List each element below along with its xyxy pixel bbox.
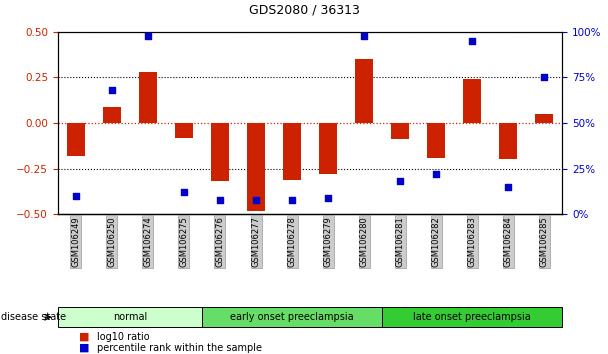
Point (71, 193, 81, 199)
Text: GSM106283: GSM106283 (468, 216, 477, 267)
Bar (103, 107, 121, 123)
Point (287, 197, 297, 202)
Bar (175, 123, 193, 138)
Text: GSM106278: GSM106278 (288, 216, 297, 267)
Point (431, 171, 441, 177)
Text: GSM106280: GSM106280 (360, 216, 368, 267)
Point (468, 38, 477, 44)
Point (251, 197, 261, 202)
Bar (67, 123, 85, 156)
Bar (499, 123, 517, 159)
Text: normal: normal (112, 312, 147, 322)
Bar (247, 123, 265, 211)
Point (179, 189, 188, 195)
Text: disease state: disease state (1, 312, 66, 322)
Text: log10 ratio: log10 ratio (97, 332, 150, 342)
Text: GSM106275: GSM106275 (179, 216, 188, 267)
Text: GSM106250: GSM106250 (108, 216, 116, 267)
Text: percentile rank within the sample: percentile rank within the sample (97, 343, 262, 353)
Point (143, 33, 153, 38)
Text: GSM106281: GSM106281 (396, 216, 405, 267)
Bar (463, 79, 482, 123)
Bar (391, 123, 409, 139)
Point (395, 178, 405, 184)
Text: ■: ■ (79, 343, 89, 353)
Text: GSM106276: GSM106276 (215, 216, 224, 267)
Text: late onset preeclampsia: late onset preeclampsia (413, 312, 531, 322)
Text: GSM106285: GSM106285 (540, 216, 549, 267)
Bar (139, 72, 157, 123)
Bar (319, 123, 337, 174)
Point (107, 87, 117, 93)
Text: early onset preeclampsia: early onset preeclampsia (230, 312, 354, 322)
Bar (427, 123, 445, 158)
Text: GSM106274: GSM106274 (143, 216, 153, 267)
Text: GSM106277: GSM106277 (252, 216, 260, 267)
Point (539, 75, 549, 80)
Text: GSM106282: GSM106282 (432, 216, 441, 267)
Point (503, 184, 513, 190)
Point (359, 33, 369, 38)
Bar (283, 123, 301, 179)
Point (323, 195, 333, 201)
Bar (536, 114, 553, 123)
Bar (211, 123, 229, 181)
Text: GDS2080 / 36313: GDS2080 / 36313 (249, 4, 359, 17)
Text: ■: ■ (79, 332, 89, 342)
Point (215, 197, 225, 202)
Text: GSM106284: GSM106284 (504, 216, 513, 267)
Bar (355, 59, 373, 123)
Text: GSM106249: GSM106249 (71, 216, 80, 267)
Text: GSM106279: GSM106279 (323, 216, 333, 267)
